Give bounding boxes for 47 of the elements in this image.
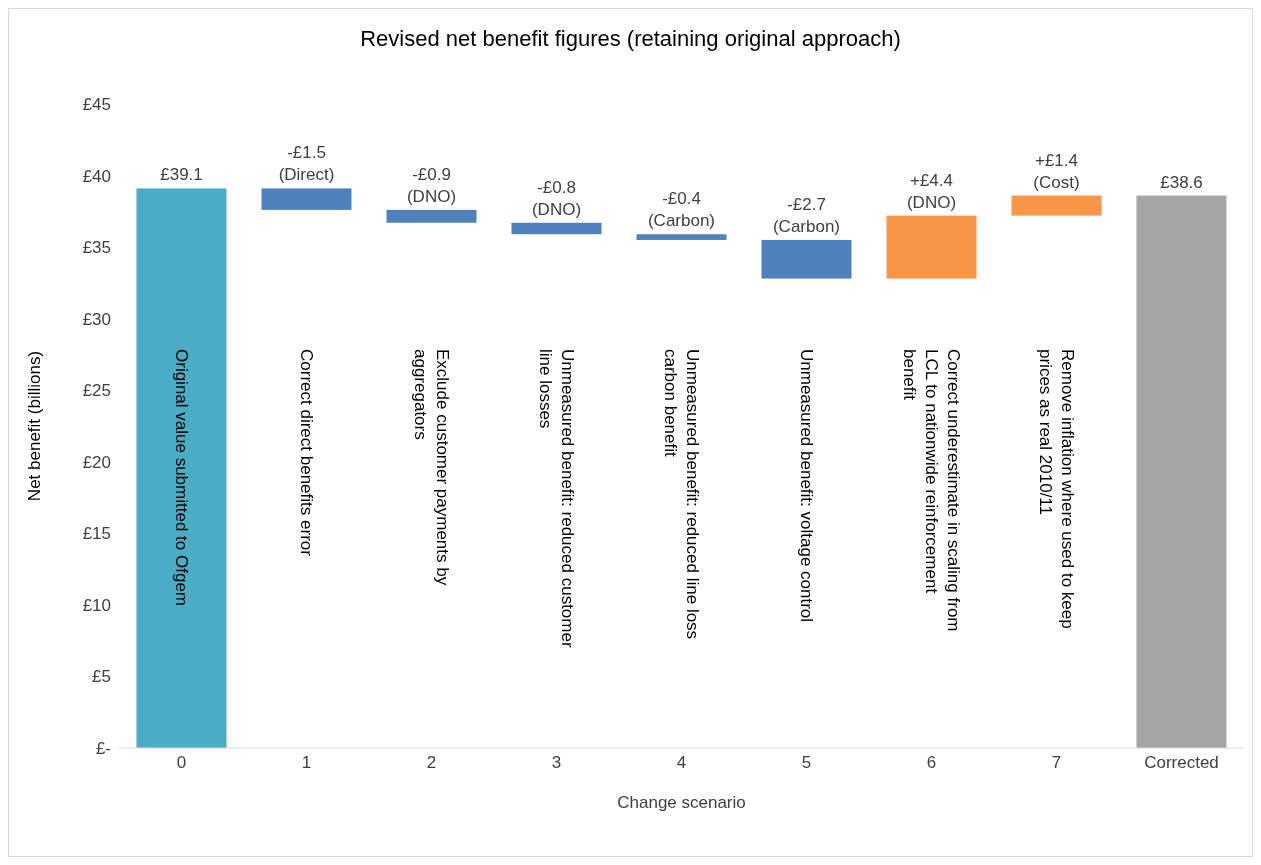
- y-tick-label: £15: [82, 524, 111, 544]
- annotation: Unmeasured benefit: reduced line loss carbon benefit: [661, 349, 702, 640]
- chart-title: Revised net benefit figures (retaining original approach): [359, 25, 902, 53]
- y-tick-label: £25: [82, 381, 111, 401]
- annotation: Correct underestimate in scaling from LCL to nationwide reinforcement benefit: [900, 349, 963, 632]
- y-tick-label: £45: [82, 95, 111, 115]
- bar: [636, 234, 727, 240]
- data-label: -£0.9 (DNO): [406, 164, 457, 206]
- bar: [886, 215, 977, 279]
- x-tick-label: 7: [1051, 753, 1062, 773]
- y-axis-title: Net benefit (billions): [25, 350, 45, 502]
- y-tick-label: £10: [82, 595, 111, 615]
- data-label: £38.6: [1160, 172, 1203, 192]
- data-label: +£1.4 (Cost): [1033, 150, 1080, 192]
- annotation: Unmeasured benefit: voltage control: [797, 349, 816, 623]
- x-axis-title: Change scenario: [617, 793, 746, 812]
- data-label: -£0.8 (DNO): [531, 177, 582, 219]
- annotation: Unmeasured benefit: reduced customer line losses: [536, 349, 577, 648]
- bar: [261, 188, 352, 210]
- y-tick-label: £5: [92, 667, 111, 687]
- bar: [1011, 195, 1102, 216]
- data-label: -£2.7 (Carbon): [772, 194, 841, 236]
- y-tick-label: £35: [82, 238, 111, 258]
- x-tick-label: 1: [301, 753, 312, 773]
- bar: [136, 188, 227, 748]
- x-tick-label: Corrected: [1144, 753, 1219, 773]
- x-tick-label: 0: [176, 753, 187, 773]
- annotation: Original value submitted to Ofgem: [172, 349, 191, 607]
- data-label: £39.1: [160, 165, 203, 185]
- x-tick-label: 3: [551, 753, 562, 773]
- data-label: +£4.4 (DNO): [906, 170, 957, 212]
- bar: [1136, 195, 1227, 748]
- y-tick-label: £20: [82, 452, 111, 472]
- data-label: -£0.4 (Carbon): [647, 189, 716, 231]
- bar: [386, 209, 477, 223]
- y-tick-label: £-: [95, 739, 111, 759]
- y-tick-label: £30: [82, 309, 111, 329]
- x-tick-label: 2: [426, 753, 437, 773]
- bar: [761, 239, 852, 279]
- x-tick-label: 5: [801, 753, 812, 773]
- y-tick-label: £40: [82, 166, 111, 186]
- x-tick-label: 4: [676, 753, 687, 773]
- annotation: Correct direct benefits error: [297, 349, 316, 557]
- bar: [511, 222, 602, 235]
- x-tick-label: 6: [926, 753, 937, 773]
- annotation: Exclude customer payments by aggregators: [411, 349, 452, 586]
- data-label: -£1.5 (Direct): [278, 143, 335, 185]
